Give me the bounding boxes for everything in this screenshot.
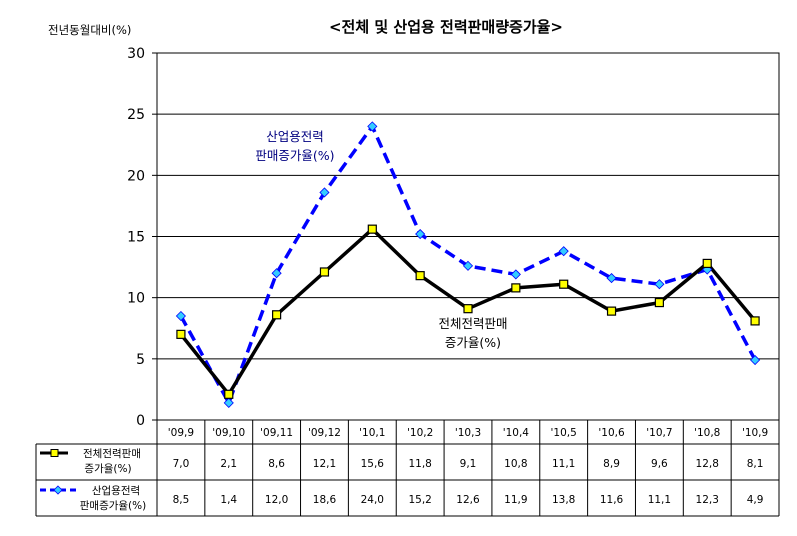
data-point-total — [654, 297, 664, 308]
x-category-label: '10,5 — [551, 427, 577, 439]
table-cell-total: 11,1 — [552, 458, 575, 470]
x-category-label: '09,10 — [212, 427, 245, 439]
table-cell-total: 12,1 — [313, 458, 336, 470]
table-cell-industrial: 24,0 — [361, 494, 384, 506]
data-point-total — [559, 279, 569, 289]
annotation-industrial-line1: 산업용전력 — [266, 129, 324, 144]
legend-label-industrial-line2: 판매증가율(%) — [80, 500, 146, 512]
annotation-industrial-line2: 판매증가율(%) — [255, 148, 334, 163]
series-markers — [175, 121, 761, 408]
table-cell-industrial: 11,9 — [504, 494, 527, 506]
x-category-label: '09,12 — [308, 427, 341, 439]
x-category-label: '10,7 — [646, 427, 672, 439]
data-point-total — [319, 267, 330, 277]
data-point-total — [606, 306, 617, 316]
table-cell-total: 9,1 — [460, 458, 477, 470]
table-cell-total: 11,8 — [408, 458, 431, 470]
data-point-industrial — [271, 268, 282, 279]
table-cell-industrial: 11,1 — [648, 494, 671, 506]
table-cell-industrial: 4,9 — [747, 494, 764, 506]
table-cell-total: 8,9 — [603, 458, 620, 470]
table-cell-industrial: 12,0 — [265, 494, 288, 506]
table-cell-industrial: 13,8 — [552, 494, 575, 506]
data-point-total — [415, 271, 425, 281]
table-cell-total: 2,1 — [220, 458, 237, 470]
x-category-label: '10,4 — [503, 427, 530, 439]
data-point-industrial — [606, 273, 617, 284]
y-tick-label: 20 — [127, 168, 145, 184]
data-point-industrial — [558, 246, 569, 257]
data-point-industrial — [415, 228, 426, 240]
data-point-total — [750, 316, 760, 326]
table-cell-industrial: 12,3 — [696, 494, 719, 506]
x-category-label: '10,9 — [742, 427, 768, 439]
y-axis-label: 전년동월대비(%) — [48, 23, 131, 37]
y-tick-label: 10 — [127, 291, 145, 307]
data-point-industrial — [654, 279, 665, 290]
x-category-label: '09,9 — [168, 427, 194, 439]
data-point-industrial — [175, 310, 186, 322]
y-axis-ticks: 0 5 10 15 20 25 30 — [127, 46, 157, 429]
y-tick-label: 0 — [136, 413, 145, 429]
chart-title: <전체 및 산업용 전력판매량증가율> — [329, 18, 563, 36]
data-point-total — [224, 389, 234, 399]
table-cell-total: 7,0 — [173, 458, 190, 470]
x-category-label: '10,6 — [598, 427, 625, 439]
data-point-total — [702, 258, 712, 269]
table-cell-total: 9,6 — [651, 458, 668, 470]
table-cell-industrial: 1,4 — [220, 494, 237, 506]
data-point-total — [272, 310, 282, 320]
gridlines — [157, 113, 779, 360]
data-point-industrial — [750, 354, 761, 366]
table-cell-total: 15,6 — [361, 458, 385, 470]
legend-marker-total — [50, 449, 59, 457]
table-cell-industrial: 18,6 — [313, 494, 337, 506]
data-point-industrial — [462, 260, 474, 271]
data-point-total — [511, 283, 521, 293]
table-cell-total: 10,8 — [504, 458, 527, 470]
x-category-label: '10,8 — [694, 427, 720, 439]
table-cell-total: 12,8 — [696, 458, 719, 470]
y-tick-label: 25 — [127, 107, 145, 123]
legend-label-total-line2: 증가율(%) — [84, 463, 131, 475]
data-point-total — [367, 224, 377, 234]
data-point-industrial — [223, 397, 234, 408]
y-tick-label: 5 — [136, 352, 145, 368]
legend-label-total-line1: 전체전력판매 — [83, 448, 141, 460]
x-category-label: '09,11 — [260, 427, 293, 439]
data-table: '09,9 '09,10 '09,11 '09,12 '10,1 '10,2 '10,3 '1… — [35, 419, 780, 517]
table-cell-industrial: 8,5 — [173, 494, 190, 506]
table-cell-total: 8,6 — [268, 458, 285, 470]
data-point-industrial — [367, 121, 378, 132]
y-tick-label: 30 — [127, 46, 145, 62]
table-cell-industrial: 15,2 — [408, 494, 431, 506]
data-point-total — [463, 304, 473, 314]
table-cell-industrial: 11,6 — [600, 494, 624, 506]
x-category-label: '10,3 — [455, 427, 481, 439]
data-point-total — [176, 329, 186, 339]
y-tick-label: 15 — [127, 230, 145, 246]
x-category-label: '10,2 — [407, 427, 433, 439]
table-cell-total: 8,1 — [747, 458, 764, 470]
table-cell-industrial: 12,6 — [456, 494, 480, 506]
legend-label-industrial-line1: 산업용전력 — [92, 484, 140, 497]
annotation-total-line2: 증가율(%) — [445, 335, 501, 350]
legend-marker-industrial — [53, 485, 63, 495]
x-category-label: '10,1 — [359, 427, 385, 439]
annotation-total-line1: 전체전력판매 — [438, 316, 507, 331]
data-point-industrial — [319, 187, 330, 198]
data-point-industrial — [510, 269, 521, 280]
